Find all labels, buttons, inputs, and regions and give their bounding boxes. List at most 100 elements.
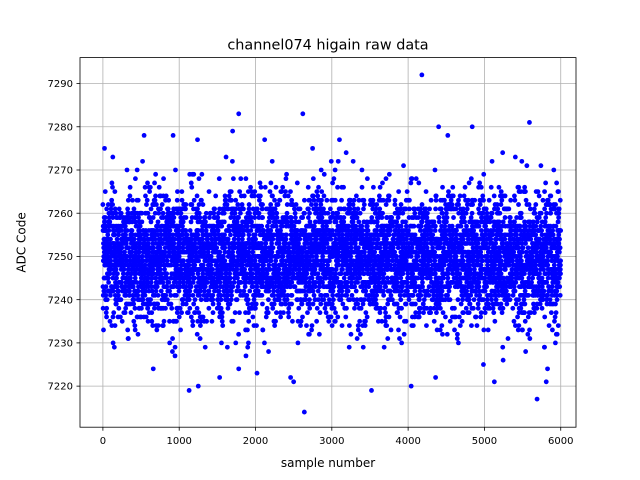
data-point xyxy=(424,245,430,251)
data-point xyxy=(176,228,182,233)
data-point xyxy=(315,288,321,294)
data-point xyxy=(102,215,108,220)
data-point xyxy=(377,245,383,251)
data-point xyxy=(304,241,310,246)
data-point xyxy=(333,267,339,272)
data-point xyxy=(331,284,337,290)
data-point xyxy=(435,279,441,285)
data-point xyxy=(180,223,185,229)
data-point xyxy=(378,305,384,311)
data-point xyxy=(468,176,474,182)
data-point xyxy=(304,254,310,259)
data-point xyxy=(246,202,252,207)
data-point xyxy=(295,340,301,346)
data-point xyxy=(422,236,428,242)
data-point xyxy=(322,305,328,311)
data-point xyxy=(339,292,345,298)
data-point xyxy=(452,327,457,333)
data-point xyxy=(356,197,362,203)
data-point xyxy=(152,210,158,216)
data-point xyxy=(150,323,156,329)
data-point xyxy=(454,236,460,242)
data-point xyxy=(421,310,426,316)
data-point xyxy=(288,284,293,290)
data-point xyxy=(135,292,141,298)
data-point xyxy=(450,193,456,199)
data-point xyxy=(403,223,409,229)
data-point xyxy=(273,262,278,268)
data-point xyxy=(346,344,352,350)
data-point xyxy=(237,288,243,294)
data-point xyxy=(263,245,269,251)
data-point xyxy=(469,284,475,290)
data-point xyxy=(257,197,262,203)
data-point xyxy=(111,310,117,316)
data-point xyxy=(187,275,192,281)
data-point xyxy=(125,327,131,333)
data-point xyxy=(312,284,318,290)
data-point xyxy=(127,288,132,294)
data-point xyxy=(374,219,380,225)
data-point xyxy=(249,219,254,225)
data-point xyxy=(377,206,383,212)
data-point xyxy=(345,288,351,294)
data-point xyxy=(438,279,444,285)
data-point xyxy=(253,236,258,242)
data-point xyxy=(439,210,445,216)
data-point xyxy=(221,219,227,225)
data-point xyxy=(178,215,184,220)
data-point xyxy=(113,279,118,285)
data-point xyxy=(415,262,421,268)
data-point xyxy=(476,206,481,212)
data-point xyxy=(207,215,212,220)
data-point xyxy=(196,202,202,207)
data-point xyxy=(403,258,409,264)
data-point xyxy=(311,292,317,298)
data-point xyxy=(316,184,321,190)
data-point xyxy=(171,284,176,290)
data-point xyxy=(355,301,361,307)
data-point xyxy=(456,314,462,320)
data-point xyxy=(102,145,107,151)
data-point xyxy=(122,249,127,255)
data-point xyxy=(223,271,229,277)
data-point xyxy=(379,267,384,272)
data-point xyxy=(199,197,204,203)
data-point xyxy=(283,262,288,268)
data-point xyxy=(420,284,425,290)
data-point xyxy=(476,279,482,285)
data-point xyxy=(245,223,250,229)
data-point xyxy=(189,202,195,207)
data-point xyxy=(216,301,222,307)
data-point xyxy=(364,223,370,229)
data-point xyxy=(446,189,451,195)
data-point xyxy=(133,176,138,182)
data-point xyxy=(243,271,249,277)
data-point xyxy=(453,314,459,320)
data-point xyxy=(130,197,135,203)
data-point xyxy=(145,241,151,246)
data-point xyxy=(470,305,476,311)
data-point xyxy=(194,245,200,251)
data-point xyxy=(384,323,390,329)
data-point xyxy=(447,297,453,303)
data-point xyxy=(170,349,175,354)
data-point xyxy=(163,305,168,311)
data-point xyxy=(155,301,161,307)
data-point xyxy=(160,241,166,246)
data-point xyxy=(206,288,212,294)
data-point xyxy=(194,193,200,199)
data-point xyxy=(348,254,354,259)
data-point xyxy=(215,228,221,233)
data-point xyxy=(454,336,460,341)
data-point xyxy=(344,292,350,298)
data-point xyxy=(320,279,325,285)
data-point xyxy=(300,314,305,320)
data-point xyxy=(264,271,270,277)
data-point xyxy=(284,210,290,216)
data-point xyxy=(355,327,361,333)
data-point xyxy=(304,271,310,277)
data-point xyxy=(357,275,363,281)
data-point xyxy=(190,279,196,285)
data-point xyxy=(403,206,408,212)
